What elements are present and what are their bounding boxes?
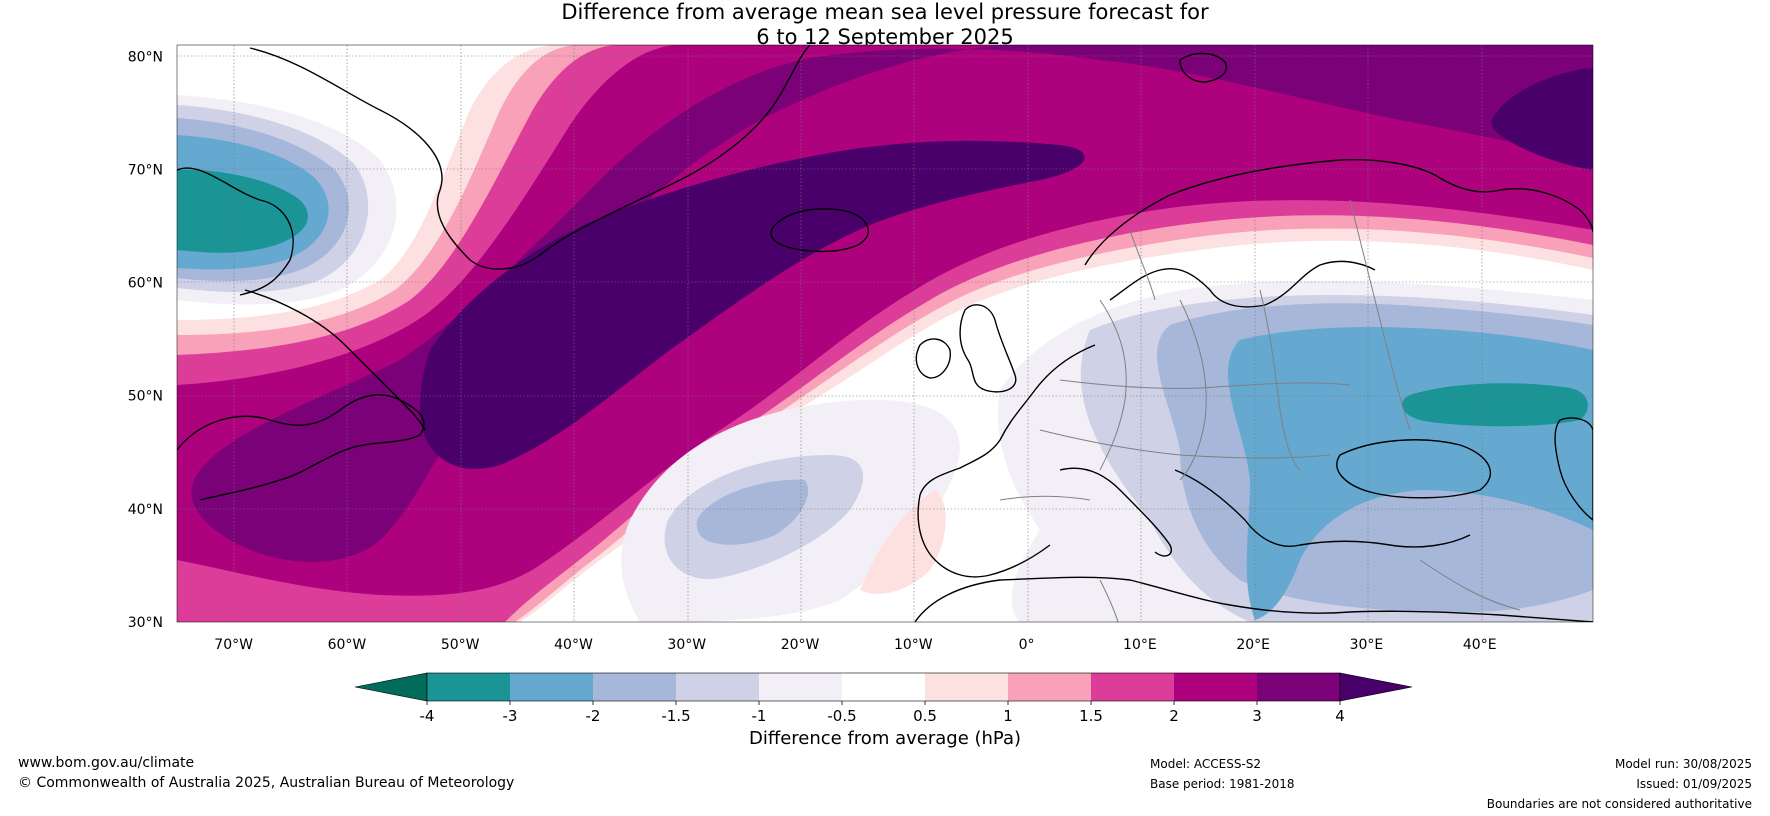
coast-labrador <box>244 289 426 431</box>
colorbar-tick-label: -2 <box>586 707 601 725</box>
colorbar-frame <box>426 672 1341 702</box>
colorbar-swatch <box>1008 673 1091 701</box>
footer-disclaimer: Boundaries are not considered authoritat… <box>1486 797 1752 811</box>
coast-baffin <box>177 167 294 296</box>
longitude-labels: 70°W 60°W 50°W 40°W 30°W 20°W 10°W 0° 10°E 20°E 30… <box>214 637 1496 653</box>
colorbar-swatch <box>1091 673 1174 701</box>
lat-label: 30°N <box>128 615 163 631</box>
lon-label: 60°W <box>328 637 367 653</box>
border-5 <box>1039 429 1331 459</box>
colorbar-tick-label: -0.5 <box>827 707 856 725</box>
contour-neg-1.5-atlantic <box>696 479 809 545</box>
coast-iceland <box>770 208 869 253</box>
graticule <box>177 45 1593 622</box>
colorbar-swatch <box>925 673 1008 701</box>
lon-label: 30°E <box>1350 637 1384 653</box>
coast-france-iberia <box>917 344 1096 578</box>
map-title: Difference from average mean sea level p… <box>0 0 1770 50</box>
colorbar-label: Difference from average (hPa) <box>749 728 1021 749</box>
colorbar-tick-label: -1.5 <box>661 707 690 725</box>
title-line-1: Difference from average mean sea level p… <box>561 0 1209 24</box>
colorbar-tick-label: -4 <box>420 707 435 725</box>
footer-copyright: © Commonwealth of Australia 2025, Austra… <box>18 775 515 791</box>
coast-scandinavia <box>1084 158 1593 266</box>
contour-neg-3-west <box>177 169 308 253</box>
colorbar-swatch <box>593 673 676 701</box>
colorbar-swatch <box>842 673 925 701</box>
lon-label: 40°E <box>1463 637 1497 653</box>
lon-label: 10°W <box>894 637 933 653</box>
colorbar-tick-label: 2 <box>1169 707 1179 725</box>
colorbar-swatch <box>759 673 842 701</box>
lat-label: 60°N <box>128 276 163 292</box>
border-8 <box>999 495 1091 501</box>
contour-4 <box>420 140 1085 469</box>
lon-label: 10°E <box>1123 637 1157 653</box>
colorbar-tick-label: -1 <box>752 707 767 725</box>
coast-black-sea <box>1336 439 1492 499</box>
coastlines <box>177 45 1593 622</box>
border-10 <box>1419 559 1521 611</box>
footer-issued: Issued: 01/09/2025 <box>1636 777 1752 791</box>
lon-label: 70°W <box>214 637 253 653</box>
footer-base-period: Base period: 1981-2018 <box>1150 777 1295 791</box>
border-4 <box>1059 379 1351 389</box>
coast-baltic <box>1109 260 1376 308</box>
border-7 <box>1349 199 1411 431</box>
contour-neg-3-east <box>1401 383 1588 427</box>
lon-label: 0° <box>1019 637 1035 653</box>
border-2 <box>1179 299 1207 481</box>
map-frame <box>176 44 1594 623</box>
colorbar: -4 -3 -2 -1.5 -1 -0.5 0.5 1 1.5 2 3 4 <box>354 672 1413 725</box>
coast-svalbard <box>1179 52 1227 83</box>
colorbar-tick-label: 0.5 <box>913 707 937 725</box>
colorbar-swatch <box>427 673 510 701</box>
colorbar-tick-label: 1.5 <box>1079 707 1103 725</box>
lon-label: 40°W <box>554 637 593 653</box>
latitude-labels: 80°N 70°N 60°N 50°N 40°N 30°N <box>128 49 163 631</box>
lon-label: 50°W <box>441 637 480 653</box>
country-borders <box>999 199 1521 622</box>
lon-label: 20°W <box>781 637 820 653</box>
footer-model: Model: ACCESS-S2 <box>1150 757 1262 771</box>
colorbar-swatch <box>510 673 593 701</box>
anomaly-field <box>177 45 1593 622</box>
coast-greenland <box>249 45 811 270</box>
coast-north-africa <box>914 576 1593 622</box>
border-1 <box>1099 299 1127 471</box>
colorbar-tick-label: 1 <box>1003 707 1013 725</box>
lon-label: 30°W <box>667 637 706 653</box>
contour-2 <box>177 45 1593 596</box>
coast-balkans-turkey <box>1174 469 1471 548</box>
lat-label: 80°N <box>128 49 163 65</box>
contour-0.5-iberia <box>860 490 946 594</box>
contour-4-arctic <box>1491 68 1593 170</box>
colorbar-swatch <box>1174 673 1257 701</box>
colorbar-swatch <box>676 673 759 701</box>
footer-model-run: Model run: 30/08/2025 <box>1614 757 1752 771</box>
border-3 <box>1259 289 1301 471</box>
footer-website[interactable]: www.bom.gov.au/climate <box>18 755 195 771</box>
colorbar-under-triangle <box>354 672 428 702</box>
coast-italy <box>1059 467 1172 557</box>
colorbar-over-triangle <box>1339 672 1413 702</box>
colorbar-tick-label: 4 <box>1335 707 1345 725</box>
lat-label: 70°N <box>128 162 163 178</box>
lat-label: 50°N <box>128 389 163 405</box>
lon-label: 20°E <box>1236 637 1270 653</box>
coast-maritimes <box>177 394 425 501</box>
colorbar-tick-label: -3 <box>503 707 518 725</box>
coast-caspian <box>1554 417 1593 521</box>
border-6 <box>1129 229 1156 301</box>
lat-label: 40°N <box>128 502 163 518</box>
colorbar-swatch <box>1257 673 1340 701</box>
border-9 <box>1099 579 1119 622</box>
colorbar-tick-label: 3 <box>1252 707 1262 725</box>
coast-ireland <box>915 338 951 379</box>
coast-britain <box>959 304 1017 393</box>
